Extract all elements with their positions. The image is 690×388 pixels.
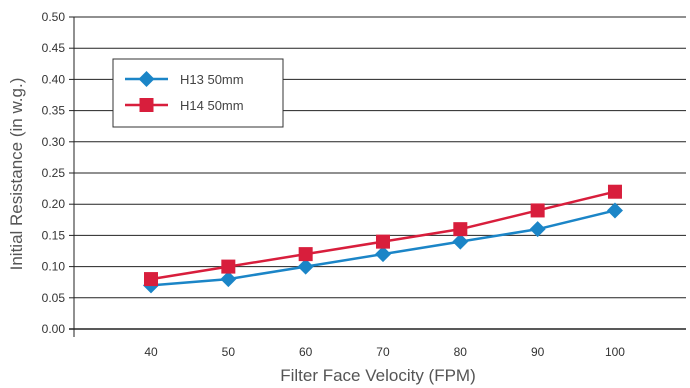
legend-diamond-icon xyxy=(138,71,155,87)
point-h14-50mm-70 xyxy=(375,234,390,249)
legend-square-icon xyxy=(139,98,154,112)
y-tick-label-0.40: 0.40 xyxy=(42,72,66,86)
x-tick-label-100: 100 xyxy=(605,345,625,359)
point-h13-50mm-80 xyxy=(452,233,469,250)
series-h14-50mm xyxy=(144,184,622,287)
series-layer xyxy=(143,184,623,294)
y-tick-label-0.20: 0.20 xyxy=(42,197,66,211)
y-tick-label-0.50: 0.50 xyxy=(42,10,66,24)
point-h13-50mm-70 xyxy=(374,246,391,263)
x-tick-label-70: 70 xyxy=(376,345,390,359)
y-axis-ticks: 0.00 0.05 0.10 0.15 0.20 0.25 0.30 0.35 0.40 0.45… xyxy=(42,10,74,336)
x-tick-label-80: 80 xyxy=(454,345,468,359)
legend-label-h13: H13 50mm xyxy=(180,72,244,87)
y-tick-label-0.10: 0.10 xyxy=(42,260,66,274)
y-tick-label-0.25: 0.25 xyxy=(42,166,66,180)
point-h14-50mm-50 xyxy=(221,259,236,274)
y-tick-label-0.15: 0.15 xyxy=(42,228,66,242)
legend-item-h13: H13 50mm xyxy=(125,71,244,87)
axes xyxy=(69,17,686,337)
y-tick-label-0.35: 0.35 xyxy=(42,104,66,118)
point-h14-50mm-100 xyxy=(607,184,622,199)
y-tick-label-0.00: 0.00 xyxy=(42,322,66,336)
legend-item-h14: H14 50mm xyxy=(125,98,244,113)
point-h13-50mm-90 xyxy=(529,221,546,238)
y-tick-label-0.05: 0.05 xyxy=(42,291,66,305)
y-axis-title: Initial Resistance (in w.g.) xyxy=(7,78,26,271)
legend-box xyxy=(112,58,284,128)
point-h14-50mm-90 xyxy=(530,203,545,218)
y-tick-label-0.45: 0.45 xyxy=(42,41,66,55)
point-h14-50mm-60 xyxy=(298,247,313,262)
point-h14-50mm-80 xyxy=(453,222,468,237)
point-h13-50mm-50 xyxy=(220,271,237,288)
x-tick-label-50: 50 xyxy=(222,345,236,359)
point-h14-50mm-40 xyxy=(144,272,158,287)
x-tick-label-90: 90 xyxy=(531,345,545,359)
x-axis-ticks: 40 50 60 70 80 90 100 xyxy=(144,345,625,359)
legend-label-h14: H14 50mm xyxy=(180,98,244,113)
x-tick-label-60: 60 xyxy=(299,345,313,359)
point-h13-50mm-60 xyxy=(297,258,314,275)
legend: H13 50mm H14 50mm xyxy=(112,58,284,128)
point-h13-50mm-100 xyxy=(606,202,623,219)
y-tick-label-0.30: 0.30 xyxy=(42,135,66,149)
x-tick-label-40: 40 xyxy=(144,345,158,359)
x-axis-title: Filter Face Velocity (FPM) xyxy=(280,366,476,385)
